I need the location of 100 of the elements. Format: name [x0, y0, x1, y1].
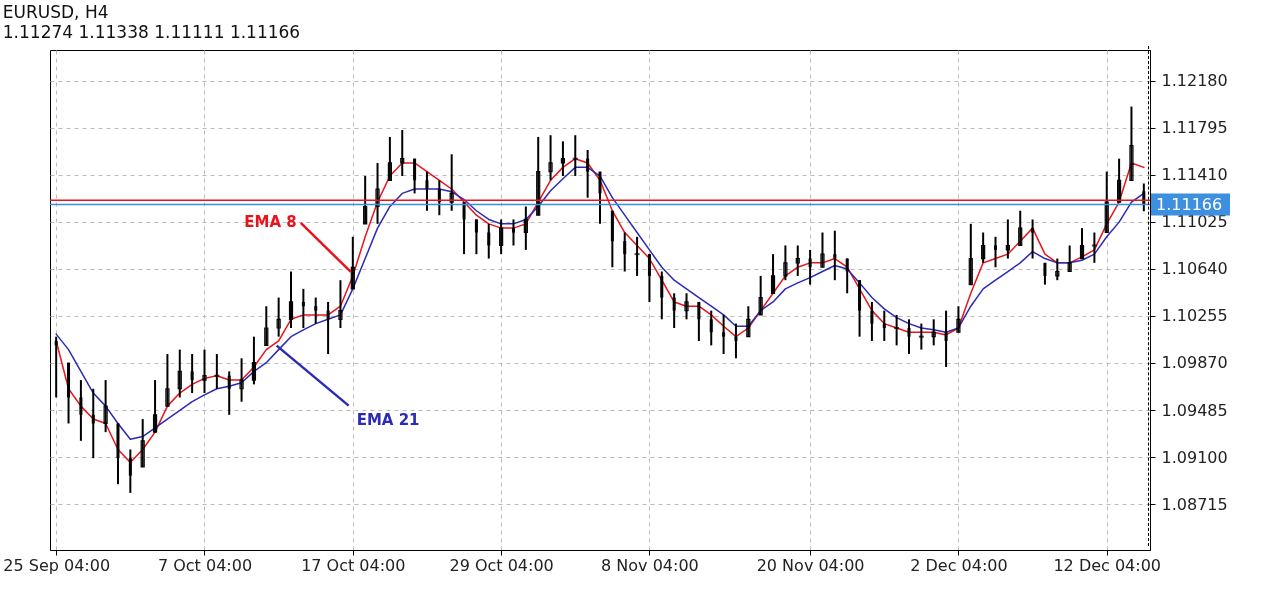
y-tick-label: 1.10640 [1161, 259, 1228, 279]
candlestick [400, 129, 405, 178]
candlestick [1091, 231, 1097, 264]
chart-subtitle: 1.11274 1.11338 1.11111 1.11166 [2, 22, 301, 42]
candlestick [523, 205, 528, 251]
candlestick [758, 274, 763, 316]
candlestick [647, 253, 651, 303]
y-tick-label: 1.09100 [1161, 447, 1228, 467]
candlestick [251, 335, 257, 386]
x-tick-label: 7 Oct 04:00 [157, 555, 253, 575]
candlestick [227, 370, 231, 416]
candlestick [623, 231, 627, 273]
y-tick-label: 1.11410 [1161, 165, 1228, 185]
x-tick-label: 17 Oct 04:00 [301, 555, 406, 575]
candlestick [918, 322, 924, 351]
x-tick-label: 12 Dec 04:00 [1053, 555, 1162, 575]
candlestick [474, 218, 478, 256]
candlestick [907, 318, 911, 356]
candlestick [560, 140, 566, 178]
y-tick-label: 1.12180 [1161, 71, 1228, 91]
candlestick [672, 292, 676, 329]
candlestick [1018, 209, 1023, 247]
y-tick-label: 1.09870 [1161, 353, 1228, 373]
y-tick-label: 1.08715 [1161, 494, 1228, 514]
candlestick [956, 305, 961, 334]
candlestick [968, 222, 973, 286]
candlestick [103, 379, 108, 434]
candlestick [425, 170, 429, 212]
candlestick [783, 244, 788, 282]
candlestick [326, 300, 330, 356]
candlestick [598, 170, 602, 225]
candlestick [1031, 218, 1035, 260]
candlestick [1005, 218, 1010, 260]
candlestick [722, 313, 726, 356]
candlestick [264, 305, 269, 347]
candlestick [894, 313, 900, 347]
candlestick [1055, 257, 1060, 282]
candlestick [387, 135, 392, 182]
ref-line-label: 1.11166 [1156, 194, 1223, 214]
x-tick-label: 29 Oct 04:00 [449, 555, 554, 575]
candlestick [202, 348, 207, 395]
candlestick [709, 309, 713, 347]
candlestick [820, 231, 825, 269]
candlestick [1079, 227, 1085, 260]
candlestick [413, 157, 417, 195]
y-tick-label: 1.11025 [1161, 212, 1228, 232]
y-tick-label: 1.10255 [1161, 306, 1228, 326]
text: EMA 8 [244, 212, 297, 231]
candlestick [239, 357, 244, 403]
candlestick [487, 222, 491, 260]
candlestick [994, 235, 998, 269]
candlestick [833, 229, 837, 282]
candlestick [684, 292, 689, 321]
candlestick [1117, 157, 1122, 204]
x-tick-label: 25 Sep 04:00 [3, 555, 111, 575]
candlestick [214, 353, 220, 390]
text: EMA 21 [356, 410, 420, 429]
candlestick [746, 305, 751, 338]
candlestick [845, 257, 849, 295]
candlestick [276, 296, 281, 338]
candlestick [1067, 244, 1072, 273]
candlestick [536, 135, 541, 217]
candlestick [350, 235, 355, 290]
candlestick [572, 134, 578, 178]
candlestick [288, 270, 294, 329]
y-tick-label: 1.11795 [1161, 118, 1228, 138]
candlestick [1129, 105, 1134, 182]
candlestick [1142, 182, 1146, 213]
x-tick-label: 2 Dec 04:00 [910, 555, 1008, 575]
candlestick [177, 348, 182, 399]
candlestick [314, 296, 318, 325]
candlestick [734, 322, 738, 360]
candlestick [697, 300, 701, 342]
candlestick [338, 279, 343, 329]
chart-title: EURUSD, H4 [2, 2, 109, 22]
candlestick [165, 353, 170, 408]
candlestick [375, 161, 380, 225]
candlestick [140, 418, 145, 468]
x-tick-label: 8 Nov 04:00 [601, 555, 699, 575]
candlestick [511, 218, 515, 247]
candlestick [152, 379, 158, 434]
candlestick [449, 153, 454, 212]
candlestick [882, 309, 886, 342]
candlestick [634, 235, 640, 277]
candlestick [1104, 170, 1109, 234]
candlestick [79, 379, 83, 442]
candlestick [301, 287, 305, 329]
candlestick [363, 175, 368, 225]
candlestick [944, 309, 948, 368]
candlestick [462, 201, 466, 256]
candlestick [91, 387, 95, 460]
candlestick [54, 335, 58, 399]
candlestick [770, 253, 776, 295]
candlestick [660, 270, 664, 321]
candlestick [548, 134, 553, 182]
candlestick [586, 149, 590, 199]
x-tick-label: 20 Nov 04:00 [756, 555, 865, 575]
candlestick [128, 448, 132, 494]
candlestick [808, 248, 812, 286]
y-tick-label: 1.09485 [1161, 400, 1228, 420]
